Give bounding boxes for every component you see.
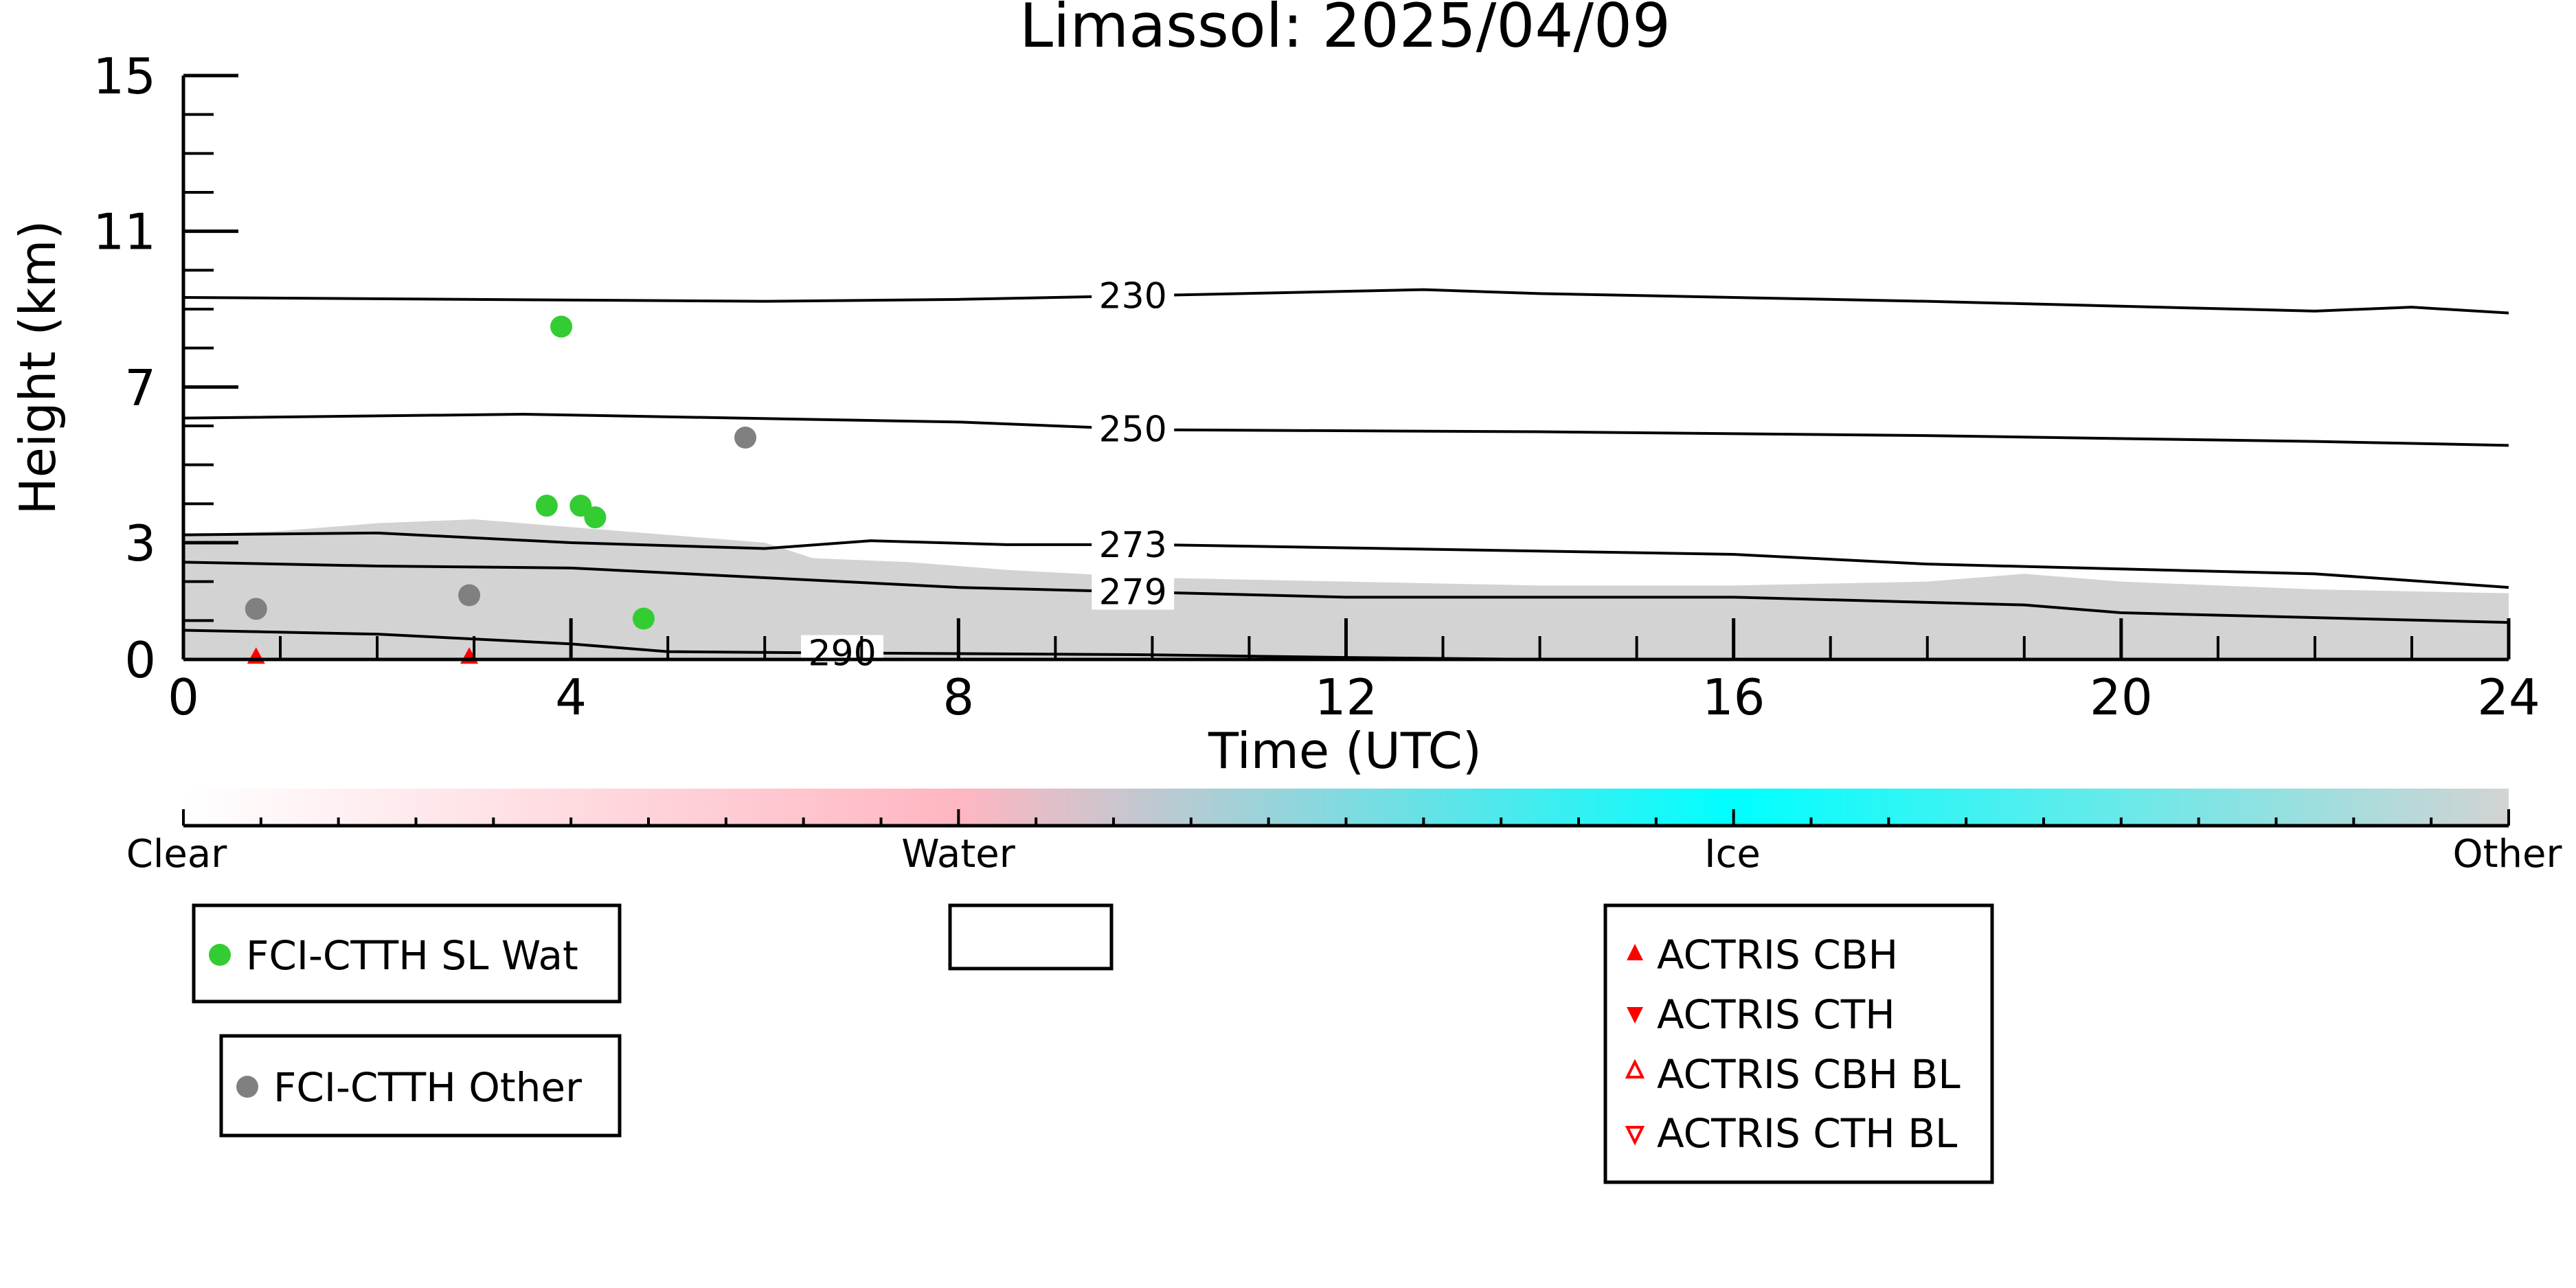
y-tick-label: 3	[124, 515, 156, 572]
isotherm-label: 279	[1099, 572, 1167, 613]
legends	[192, 903, 1994, 1184]
isotherm-label-bg	[801, 635, 884, 671]
legend-marker-actris-cbh-bl	[1625, 1059, 1645, 1078]
legend-label-actris-cbh: ACTRIS CBH	[1657, 931, 1898, 978]
data-point	[632, 607, 655, 630]
legend-label-actris-cth: ACTRIS CTH	[1657, 991, 1895, 1038]
isotherm-273	[183, 531, 2509, 589]
isotherm-label: 290	[808, 633, 876, 674]
legend-marker-actris-cth-bl	[1625, 1126, 1645, 1146]
x-axis-label: Time (UTC)	[1208, 722, 1482, 780]
x-tick-label: 24	[2477, 668, 2540, 726]
legend-label-fci-wat: FCI-CTTH SL Wat	[246, 932, 578, 979]
cloud-mass	[183, 519, 2509, 659]
axes: 0 3 7 11 15 0 4 8 12 16 20 24	[93, 47, 2540, 726]
isotherm-label: 230	[1099, 276, 1167, 317]
x-tick-label: 0	[168, 668, 199, 726]
isotherm-label-bg	[1092, 411, 1175, 447]
x-tick-label: 16	[1702, 668, 1765, 726]
data-point	[550, 315, 573, 338]
colorbar-label-ice: Ice	[1704, 832, 1761, 877]
y-tick-label: 15	[93, 47, 156, 105]
cloud-background	[183, 519, 2509, 659]
legend-box-fci-other	[219, 1034, 622, 1138]
data-point	[734, 427, 757, 449]
isotherm-250	[183, 412, 2509, 447]
data-point	[458, 584, 481, 607]
x-tick-label: 12	[1315, 668, 1378, 726]
x-tick-label: 4	[555, 668, 587, 726]
y-tick-label: 0	[124, 631, 156, 689]
legend-label-actris-cth-bl: ACTRIS CTH BL	[1657, 1110, 1957, 1157]
isotherm-230	[183, 288, 2509, 315]
colorbar-label-clear: Clear	[126, 832, 227, 877]
legend-marker-fci-other	[236, 1076, 258, 1098]
data-point	[584, 506, 607, 529]
legend-marker-actris-cbh	[1627, 944, 1643, 960]
isotherm-label-bg	[1092, 526, 1175, 563]
plot-area	[183, 288, 2509, 659]
y-tick-label: 7	[124, 359, 156, 416]
x-tick-label: 20	[2090, 668, 2153, 726]
data-point	[535, 495, 558, 517]
data-point	[245, 598, 267, 620]
legend-label-actris-cbh-bl: ACTRIS CBH BL	[1657, 1051, 1961, 1098]
legend-box-empty	[948, 903, 1114, 971]
colorbar: Clear Water Ice Other	[126, 789, 2562, 877]
isotherm-label-bg	[1092, 278, 1175, 314]
chart-title: Limassol: 2025/04/09	[1019, 0, 1671, 61]
legend-marker-fci-wat	[209, 944, 231, 966]
x-tick-label: 8	[942, 668, 974, 726]
colorbar-label-water: Water	[901, 832, 1016, 877]
isotherm-label: 273	[1099, 525, 1167, 566]
isotherm-label: 250	[1099, 409, 1167, 451]
isotherm-labels: 230 250 273 279 290	[801, 276, 1175, 674]
isotherm-label-bg	[1092, 574, 1175, 610]
legend-box-actris	[1603, 903, 1994, 1184]
legend-label-fci-other: FCI-CTTH Other	[273, 1064, 582, 1111]
colorbar-ticks	[182, 809, 2510, 828]
legend-box-fci-wat	[192, 903, 622, 1004]
colorbar-label-other: Other	[2452, 832, 2562, 877]
y-tick-label: 11	[93, 203, 156, 261]
y-axis-label: Height (km)	[9, 221, 67, 515]
isotherm-lines	[183, 288, 2509, 659]
legend-entries: FCI-CTTH SL Wat FCI-CTTH Other ACTRIS CB…	[209, 931, 1961, 1157]
legend-marker-actris-cth	[1627, 1007, 1643, 1024]
